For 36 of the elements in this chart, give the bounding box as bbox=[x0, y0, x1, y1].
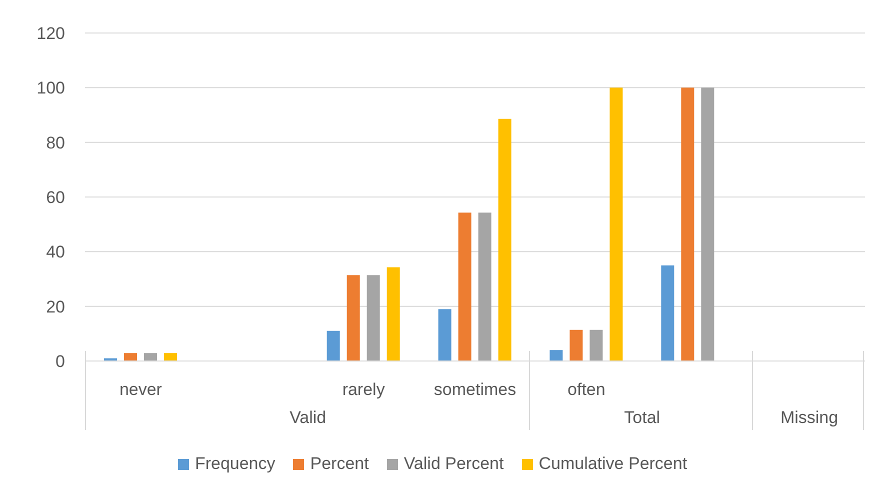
bar bbox=[386, 267, 400, 361]
bar bbox=[326, 330, 340, 361]
bar bbox=[478, 212, 492, 361]
bar bbox=[458, 212, 472, 361]
x-tick-label: often bbox=[568, 380, 606, 400]
legend-label: Frequency bbox=[194, 454, 276, 474]
bar bbox=[590, 330, 603, 361]
y-tick-label: 100 bbox=[36, 78, 65, 98]
bar bbox=[124, 353, 137, 361]
bar bbox=[681, 88, 694, 361]
bar bbox=[661, 265, 674, 361]
bar bbox=[346, 275, 360, 361]
bar bbox=[144, 353, 157, 361]
y-tick-label: 40 bbox=[46, 242, 65, 262]
legend-label: Percent bbox=[309, 454, 369, 474]
bar bbox=[610, 88, 623, 361]
bar bbox=[498, 118, 512, 361]
bar bbox=[164, 353, 177, 361]
text: Total bbox=[624, 408, 660, 427]
y-tick-label: 60 bbox=[46, 188, 65, 208]
bar bbox=[701, 88, 714, 361]
legend-label: Cumulative Percent bbox=[538, 454, 688, 474]
x-tick-label: never bbox=[119, 380, 162, 400]
y-tick-label: 80 bbox=[46, 133, 65, 152]
y-tick-label: 20 bbox=[46, 297, 65, 316]
legend-label: Valid Percent bbox=[402, 454, 504, 474]
y-tick-label: 120 bbox=[36, 24, 65, 44]
x-tick-label: sometimes bbox=[434, 380, 516, 400]
bar bbox=[570, 330, 583, 361]
text: Valid bbox=[290, 408, 326, 427]
text: Missing bbox=[780, 408, 838, 427]
x-tick-label: rarely bbox=[342, 380, 386, 400]
y-tick-label: 0 bbox=[56, 352, 65, 372]
bar bbox=[366, 275, 380, 361]
bar bbox=[438, 309, 452, 361]
bar bbox=[550, 350, 563, 361]
